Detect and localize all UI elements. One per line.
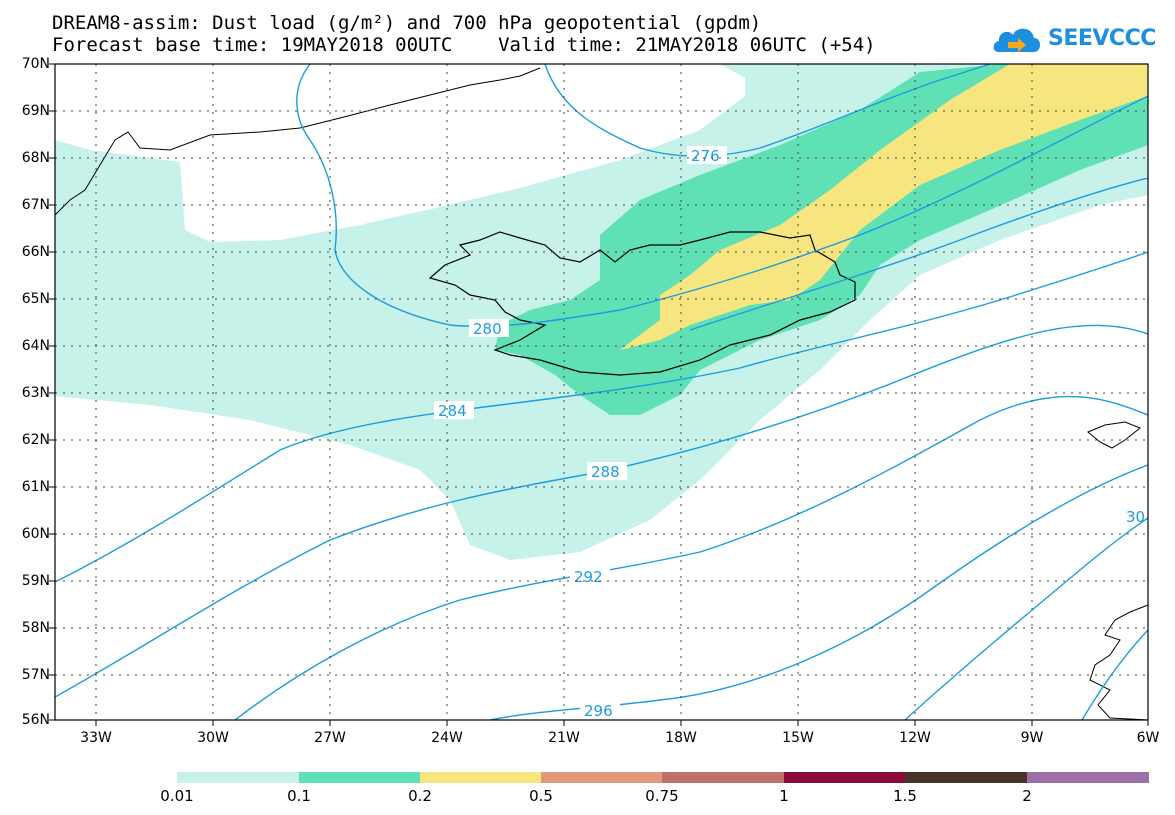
gridlines <box>55 64 1148 720</box>
colorbar-label: 1.5 <box>893 787 917 805</box>
lat-label: 57N <box>21 667 50 683</box>
lat-label: 64N <box>21 338 50 354</box>
colorbar-label: 0.5 <box>529 787 553 805</box>
contour-labels: 276 280 284 288 292 296 30 <box>434 146 1145 720</box>
colorbar-label: 2 <box>1022 787 1032 805</box>
lat-label: 67N <box>21 197 50 213</box>
contour-label-288: 288 <box>591 463 620 481</box>
lat-label: 56N <box>21 712 50 728</box>
scotland-coast <box>1089 604 1148 720</box>
faroe-coast <box>1087 421 1141 449</box>
iceland-coast <box>428 231 856 376</box>
contour-300 <box>904 517 1148 720</box>
colorbar-swatch <box>784 772 905 783</box>
cloud-arrow-icon <box>993 28 1040 52</box>
contour-292 <box>234 395 1148 720</box>
lon-label: 21W <box>548 730 580 746</box>
colorbar-swatch <box>177 772 299 783</box>
lat-label: 62N <box>21 432 50 448</box>
colorbar-label: 0.1 <box>287 787 311 805</box>
colorbar-swatch <box>299 772 420 783</box>
map-subtitle: Forecast base time: 19MAY2018 00UTC Vali… <box>52 34 876 56</box>
lon-label: 18W <box>665 730 697 746</box>
lat-label: 59N <box>21 573 50 589</box>
contour-284 <box>55 251 1148 583</box>
lat-label: 65N <box>21 291 50 307</box>
colorbar-label: 0.75 <box>645 787 679 805</box>
contour-280-east <box>689 177 1148 331</box>
lon-label: 15W <box>782 730 814 746</box>
colorbar-label: 1 <box>779 787 789 805</box>
seevccc-logo <box>993 28 1040 52</box>
contour-label-300: 30 <box>1126 508 1145 526</box>
contour-label-276: 276 <box>691 147 720 165</box>
colorbar-swatch <box>662 772 784 783</box>
colorbar-label: 0.01 <box>160 787 194 805</box>
lon-label: 12W <box>899 730 931 746</box>
contour-276-west <box>296 64 1148 327</box>
dust-region-high <box>620 64 1148 350</box>
lat-label: 61N <box>21 479 50 495</box>
map-title: DREAM8-assim: Dust load (g/m²) and 700 h… <box>52 12 762 34</box>
lat-label: 60N <box>21 526 50 542</box>
lat-label: 70N <box>21 56 50 72</box>
lon-label: 6W <box>1136 730 1160 746</box>
greenland-coast <box>55 67 541 216</box>
lon-label: 24W <box>431 730 463 746</box>
contour-label-292: 292 <box>574 568 603 586</box>
lon-label: 33W <box>80 730 112 746</box>
contour-label-280: 280 <box>473 320 502 338</box>
axis-ticks <box>49 63 1149 726</box>
colorbar-label: 0.2 <box>408 787 432 805</box>
lat-label: 68N <box>21 150 50 166</box>
contour-label-284: 284 <box>438 402 467 420</box>
lon-label: 9W <box>1020 730 1044 746</box>
lat-label: 66N <box>21 244 50 260</box>
logo-text: SEEVCCC <box>1048 26 1156 51</box>
lat-label: 58N <box>21 620 50 636</box>
lat-label: 63N <box>21 385 50 401</box>
lat-label: 69N <box>21 103 50 119</box>
map-frame <box>54 63 1149 721</box>
contour-label-296: 296 <box>584 702 613 720</box>
colorbar-swatch <box>420 772 541 783</box>
lon-label: 30W <box>197 730 229 746</box>
lon-label: 27W <box>314 730 346 746</box>
colorbar-swatch <box>905 772 1027 783</box>
colorbar-swatch <box>1027 772 1149 783</box>
colorbar-swatch <box>541 772 662 783</box>
